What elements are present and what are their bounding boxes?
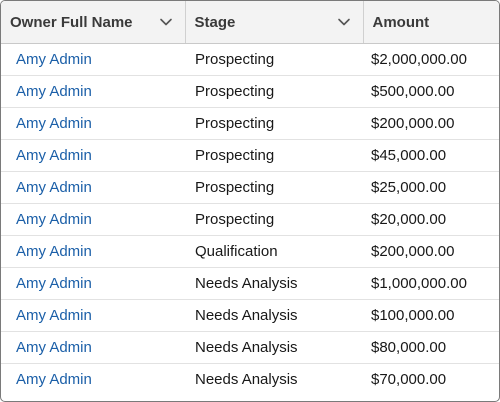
column-header-amount-label: Amount [372,13,430,31]
owner-link[interactable]: Amy Admin [16,51,92,68]
table-row: Amy Admin Needs Analysis $70,000.00 [1,364,499,396]
owner-cell: Amy Admin [1,267,185,300]
chevron-down-icon[interactable] [337,15,351,29]
table-row: Amy Admin Needs Analysis $100,000.00 [1,299,499,332]
owner-link[interactable]: Amy Admin [16,243,92,260]
owner-cell: Amy Admin [1,299,185,332]
owner-link[interactable]: Amy Admin [16,179,92,196]
amount-cell: $70,000.00 [371,371,447,388]
stage-cell: Prospecting [185,75,363,108]
amount-cell: $25,000.00 [363,171,499,204]
owner-cell: Amy Admin [1,139,185,172]
chevron-down-icon[interactable] [159,15,173,29]
table-row: Amy Admin Prospecting $500,000.00 [1,75,499,108]
table-row: Amy Admin Prospecting $45,000.00 [1,139,499,172]
table-row: Amy Admin Prospecting $25,000.00 [1,171,499,204]
owner-link[interactable]: Amy Admin [16,339,92,356]
owner-cell: Amy Admin [1,331,185,364]
table-row: Amy Admin Needs Analysis $1,000,000.00 [1,267,499,300]
stage-cell: Qualification [185,235,363,268]
amount-cell: $200,000.00 [363,107,499,140]
owner-cell: Amy Admin [1,235,185,268]
owner-link[interactable]: Amy Admin [16,147,92,164]
table-row: Amy Admin Prospecting $20,000.00 [1,203,499,236]
table-row: Amy Admin Qualification $200,000.00 [1,235,499,268]
stage-cell: Needs Analysis [185,299,363,332]
column-header-stage[interactable]: Stage [184,1,363,44]
owner-link[interactable]: Amy Admin [16,275,92,292]
amount-cell: $45,000.00 [363,139,499,172]
amount-cell: $100,000.00 [363,299,499,332]
header-row: Owner Full Name Stage [1,1,499,44]
stage-cell: Needs Analysis [195,371,298,388]
table-row: Amy Admin Prospecting $200,000.00 [1,107,499,140]
table-row: Amy Admin Needs Analysis $80,000.00 [1,331,499,364]
stage-cell: Prospecting [185,43,363,76]
owner-link[interactable]: Amy Admin [16,307,92,324]
owner-cell: Amy Admin [1,107,185,140]
amount-cell: $20,000.00 [363,203,499,236]
amount-cell: $1,000,000.00 [363,267,499,300]
owner-link[interactable]: Amy Admin [16,115,92,132]
table-header: Owner Full Name Stage [1,1,499,44]
table-body: Amy Admin Prospecting $2,000,000.00 Amy … [1,43,499,396]
owner-link[interactable]: Amy Admin [16,371,92,388]
column-header-amount[interactable]: Amount [362,1,499,44]
column-header-stage-label: Stage [194,13,236,31]
table-row: Amy Admin Prospecting $2,000,000.00 [1,43,499,76]
owner-cell: Amy Admin [1,75,185,108]
owner-cell: Amy Admin [1,43,185,76]
owner-link[interactable]: Amy Admin [16,83,92,100]
stage-cell: Needs Analysis [185,267,363,300]
stage-cell: Prospecting [185,171,363,204]
stage-cell: Prospecting [185,203,363,236]
amount-cell: $500,000.00 [363,75,499,108]
owner-cell: Amy Admin [1,171,185,204]
amount-cell: $80,000.00 [363,331,499,364]
amount-cell: $200,000.00 [363,235,499,268]
stage-cell: Prospecting [185,139,363,172]
stage-cell: Needs Analysis [185,331,363,364]
report-table: Owner Full Name Stage [1,1,499,395]
column-header-owner[interactable]: Owner Full Name [1,1,185,44]
owner-cell: Amy Admin [1,203,185,236]
owner-cell: Amy Admin [1,364,185,396]
stage-cell: Prospecting [185,107,363,140]
column-header-owner-label: Owner Full Name [10,13,133,31]
owner-link[interactable]: Amy Admin [16,211,92,228]
amount-cell: $2,000,000.00 [363,43,499,76]
